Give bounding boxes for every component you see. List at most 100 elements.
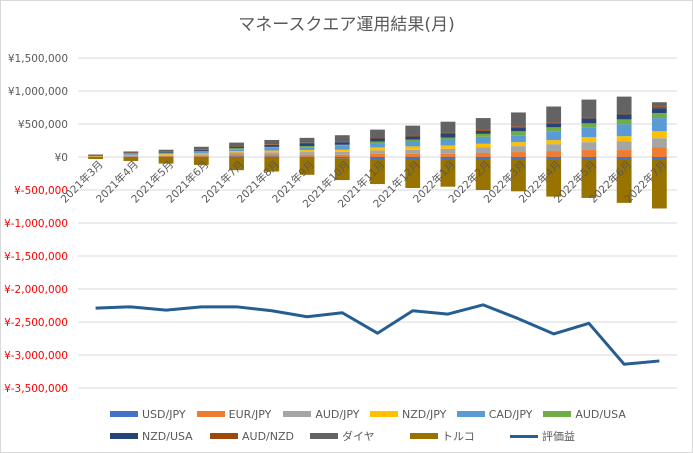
legend-item: AUD/NZD <box>210 430 310 443</box>
bar-segment <box>511 158 526 192</box>
x-axis: 2021年3月2021年4月2021年5月2021年6月2021年7月2021年… <box>58 158 669 210</box>
bar-segment <box>440 121 456 133</box>
bar-segment <box>475 136 491 144</box>
bar-segment <box>511 126 526 128</box>
bar-segment <box>158 151 174 152</box>
bar-segment <box>123 153 139 154</box>
bar-segment <box>123 156 139 157</box>
bar-segment <box>123 152 139 153</box>
bar-segment <box>264 154 280 157</box>
legend-swatch-icon <box>456 411 485 417</box>
bar-segment <box>158 155 174 156</box>
bar-segment <box>88 154 104 156</box>
bar-segment <box>158 152 174 154</box>
legend-label: USD/JPY <box>142 407 186 421</box>
bar-segment <box>264 157 280 172</box>
bar-segment <box>158 151 174 153</box>
bar-segment <box>264 139 280 145</box>
bar-segment <box>475 157 491 159</box>
bar-segment <box>229 142 244 147</box>
bar-segment <box>546 123 562 128</box>
line-series <box>95 303 660 366</box>
bars <box>88 96 667 209</box>
bar-segment <box>370 137 385 139</box>
bar-segment <box>158 153 174 155</box>
bar-segment <box>581 127 597 138</box>
bar-segment <box>581 158 597 198</box>
bar-segment <box>546 127 562 132</box>
bar-segment <box>581 137 597 143</box>
bar-segment <box>193 151 209 153</box>
legend-label: 評価益 <box>542 430 575 443</box>
bar-segment <box>546 131 562 141</box>
bar-segment <box>405 153 421 157</box>
bar-segment <box>581 99 597 118</box>
bar-segment <box>405 141 421 147</box>
bar-segment <box>370 158 385 185</box>
legend-row: USD/JPY EUR/JPY AUD/JPY NZD/JPY CAD/JPY AUD/U… <box>110 403 630 425</box>
legend-swatch-icon <box>210 433 238 439</box>
y-tick-label: ¥1,000,000 <box>8 86 68 98</box>
bar-segment <box>88 155 104 157</box>
bar-segment <box>405 125 421 136</box>
bar-segment <box>334 151 350 155</box>
bar-segment <box>651 157 667 159</box>
gridlines <box>78 57 677 389</box>
bar-segment <box>370 147 385 151</box>
bar-segment <box>511 135 526 143</box>
legend-label: CAD/JPY <box>488 407 533 421</box>
bar-segment <box>440 153 456 157</box>
bar-segment <box>440 148 456 154</box>
bar-segment <box>616 114 632 120</box>
bar-segment <box>88 154 104 155</box>
bar-segment <box>546 158 562 197</box>
bar-segment <box>123 152 139 154</box>
bar-segment <box>193 156 209 158</box>
legend-label: トルコ <box>442 430 475 443</box>
bar-segment <box>299 157 315 175</box>
bar-segment <box>546 140 562 145</box>
bar-segment <box>123 151 139 153</box>
bar-segment <box>475 129 491 131</box>
bar-segment <box>229 154 244 157</box>
bar-segment <box>581 142 597 151</box>
legend-item: NZD/JPY <box>370 408 457 421</box>
bar-segment <box>264 152 280 155</box>
bar-segment <box>581 117 597 119</box>
bar-segment <box>158 156 174 158</box>
bar-segment <box>264 147 280 151</box>
bar-segment <box>546 106 562 123</box>
bar-segment <box>651 138 667 148</box>
bar-segment <box>616 157 632 159</box>
y-tick-label: ¥-2,500,000 <box>4 317 68 329</box>
bar-segment <box>123 157 139 161</box>
bar-segment <box>299 156 315 158</box>
bar-segment <box>511 127 526 132</box>
bar-segment <box>581 157 597 159</box>
bar-segment <box>475 143 491 148</box>
bar-segment <box>88 156 104 158</box>
bar-segment <box>229 146 244 148</box>
legend-swatch-icon <box>310 433 338 439</box>
y-tick-label: ¥0 <box>55 152 68 164</box>
bar-segment <box>123 154 139 156</box>
bar-segment <box>158 154 174 156</box>
bar-segment <box>651 113 667 119</box>
bar-segment <box>158 149 174 152</box>
legend-item: CAD/JPY <box>456 407 544 421</box>
bar-segment <box>193 157 209 165</box>
bar-segment <box>440 157 456 159</box>
legend-label: ダイヤ <box>342 430 375 443</box>
legend-label: AUD/JPY <box>315 407 360 421</box>
bar-segment <box>299 150 315 153</box>
bar-segment <box>299 143 315 147</box>
chart-title: マネースクエア運用結果(月) <box>238 15 455 35</box>
bar-segment <box>334 141 350 143</box>
legend-label: AUD/NZD <box>242 429 294 443</box>
bar-segment <box>334 144 350 146</box>
bar-segment <box>299 152 315 155</box>
legend-item: ダイヤ <box>310 428 410 444</box>
bar-segment <box>651 106 667 109</box>
bar-segment <box>370 150 385 154</box>
bar-segment <box>299 142 315 144</box>
